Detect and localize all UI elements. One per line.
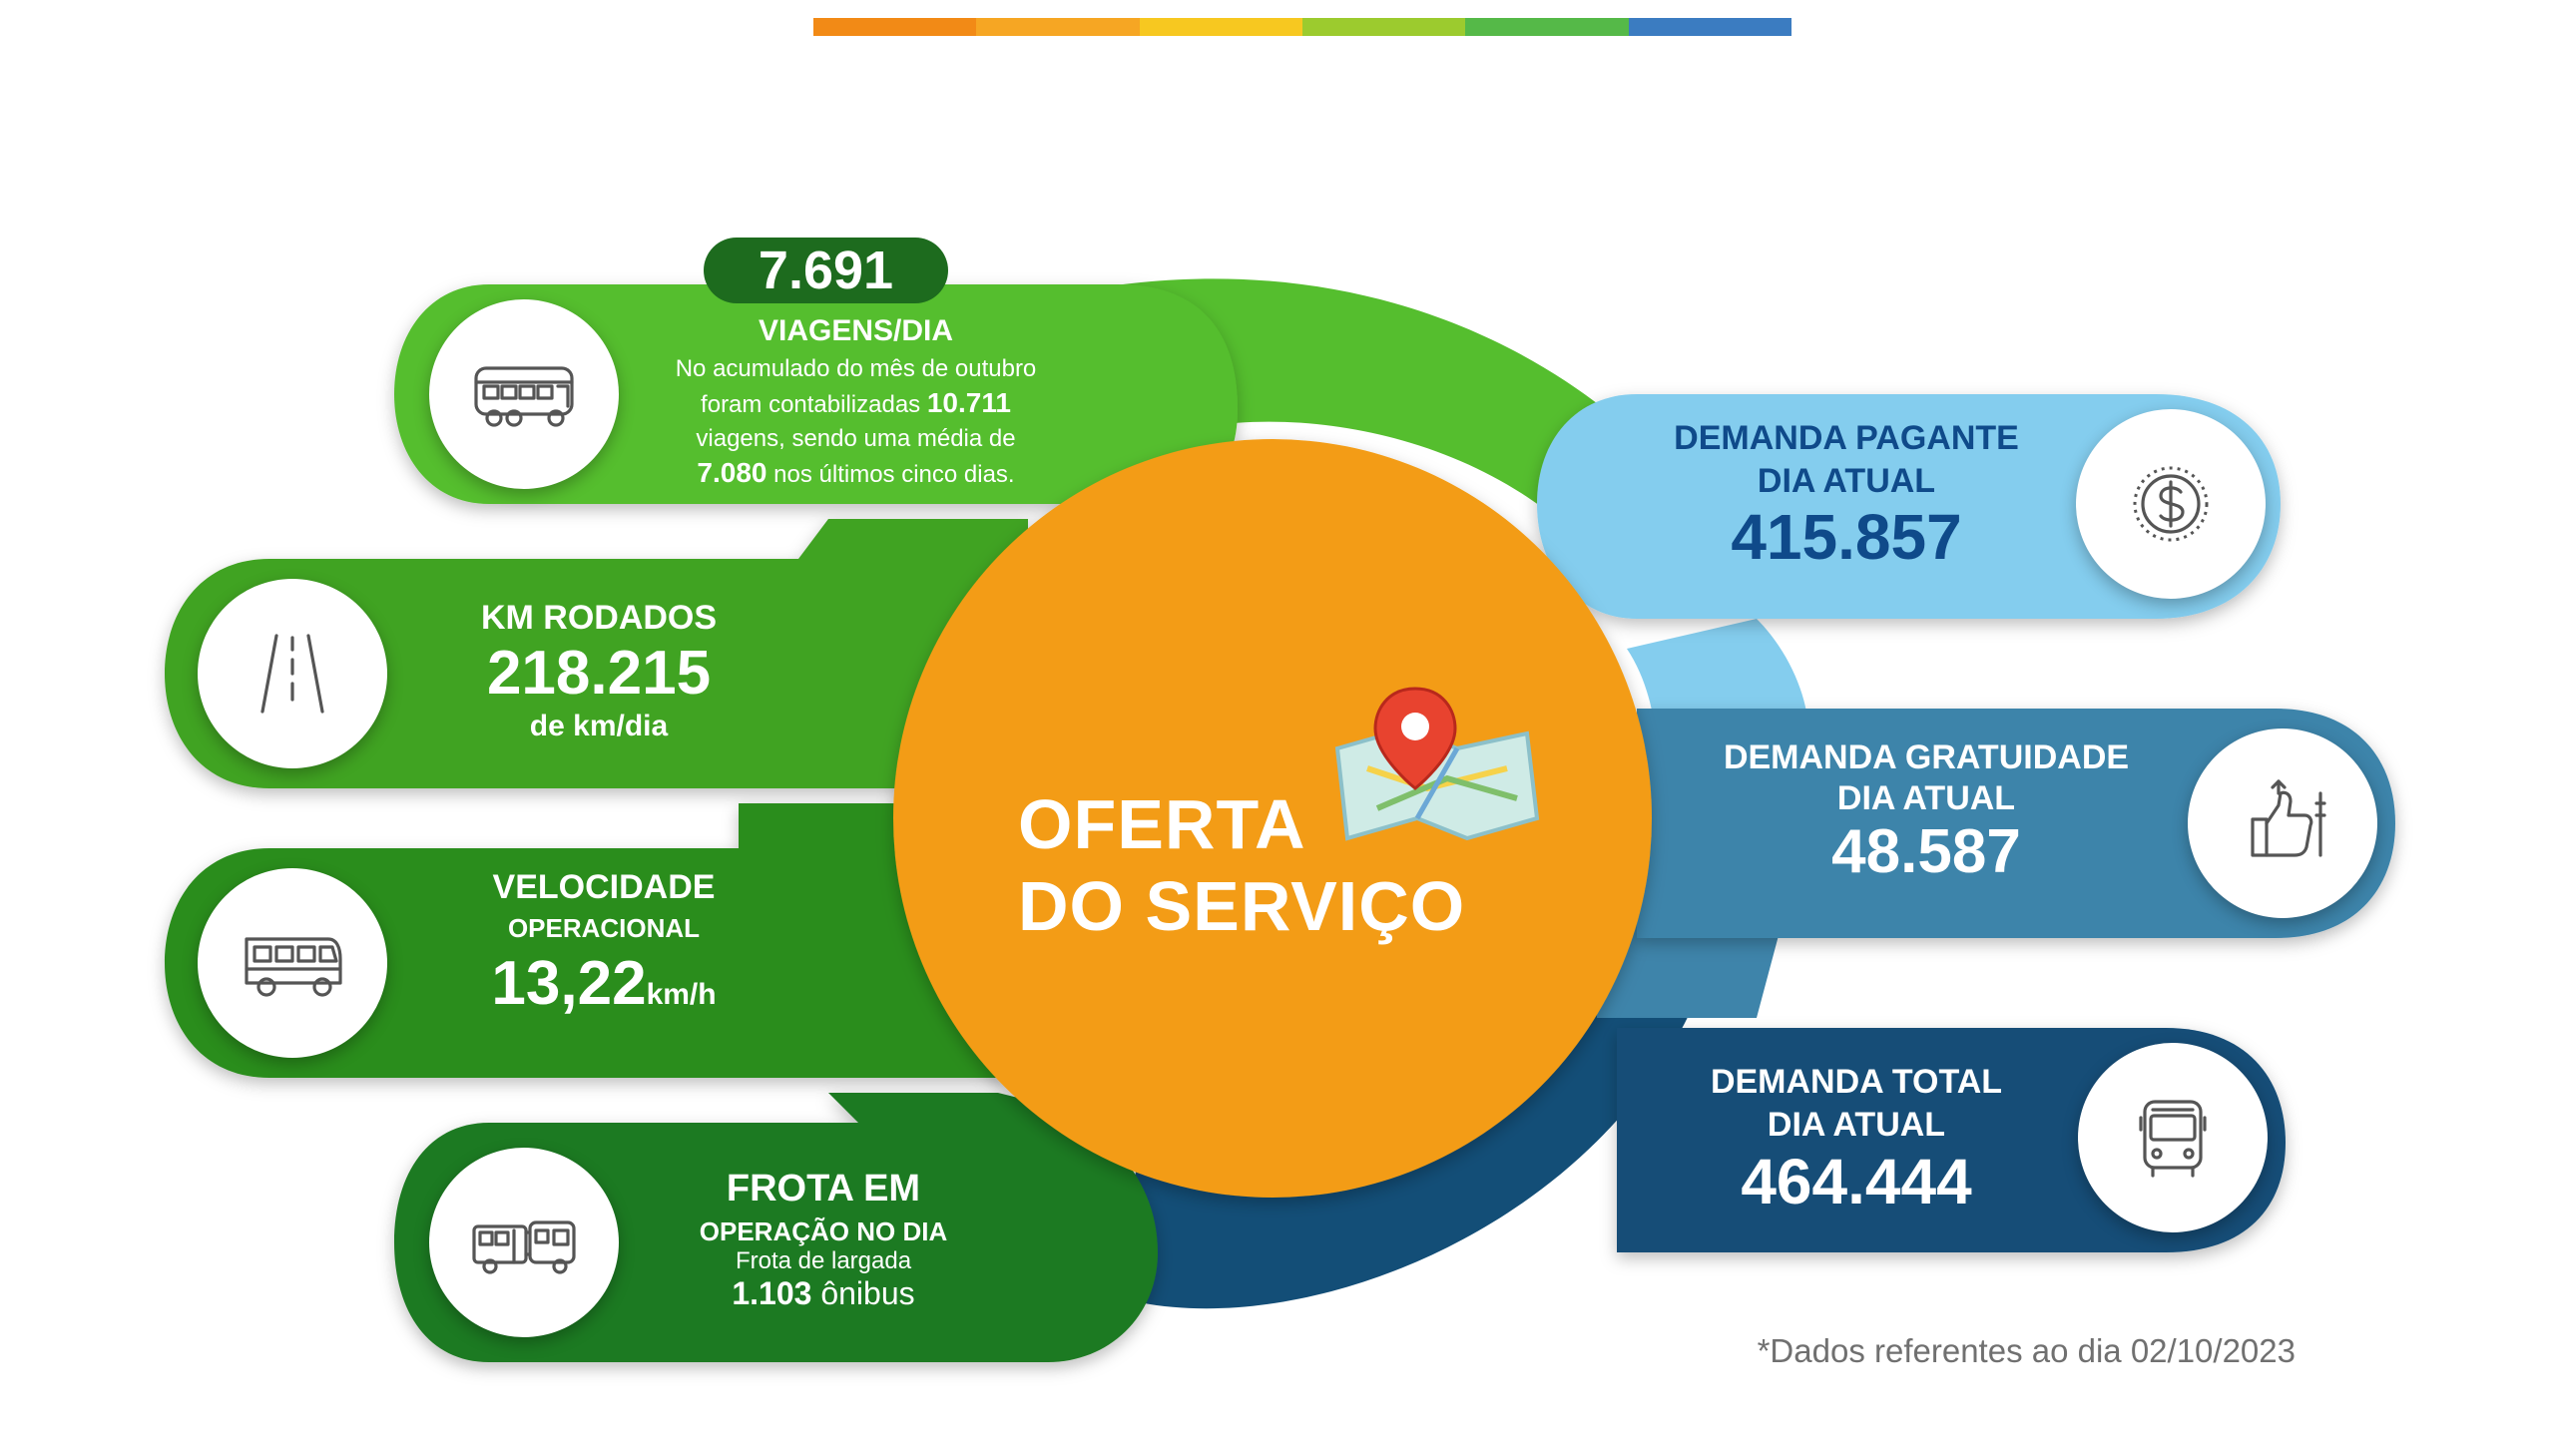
- velocidade-unit: km/h: [646, 978, 717, 1011]
- total-title2: DIA ATUAL: [1767, 1106, 1946, 1144]
- frota-title: FROTA EM: [726, 1168, 921, 1210]
- top-color-bar-segment: [1465, 18, 1629, 36]
- top-color-bar-segment: [813, 18, 977, 36]
- center-title-line1: OFERTA: [1018, 785, 1306, 863]
- gratuidade-icon-circle: [2188, 728, 2377, 918]
- gratuidade-value: 48.587: [1831, 817, 2021, 886]
- top-color-bar-segment: [976, 18, 1140, 36]
- viagens-line3: viagens, sendo uma média de: [696, 425, 1016, 452]
- velocidade-text-block: VELOCIDADE OPERACIONAL 13,22km/h: [419, 868, 788, 1019]
- frota-value-line: 1.103 ônibus: [659, 1275, 988, 1312]
- bus-front-icon: [2139, 1100, 2207, 1178]
- velocidade-subtitle: OPERACIONAL: [507, 913, 701, 943]
- bus-icon: [245, 937, 342, 997]
- total-icon-circle: [2078, 1043, 2268, 1232]
- pagante-text-block: DEMANDA PAGANTE DIA ATUAL 415.857: [1607, 419, 2086, 573]
- pill-velocidade: [165, 803, 1008, 1078]
- km-unit: de km/dia: [529, 710, 669, 742]
- viagens-line4-suffix: nos últimos cinco dias.: [766, 461, 1015, 488]
- km-value: 218.215: [486, 639, 712, 708]
- top-color-bar-segment: [1628, 18, 1791, 36]
- pagante-icon-circle: [2076, 409, 2266, 599]
- articulated-bus-icon: [472, 1220, 576, 1274]
- total-text-block: DEMANDA TOTAL DIA ATUAL 464.444: [1637, 1063, 2076, 1218]
- pill-viagens: [394, 284, 1238, 504]
- viagens-line4: 7.080 nos últimos cinco dias.: [644, 456, 1068, 492]
- gratuidade-title2: DIA ATUAL: [1836, 779, 2016, 817]
- thumbs-up-icon: [2251, 779, 2326, 857]
- total-value: 464.444: [1741, 1146, 1972, 1217]
- bus-side-icon: [474, 366, 574, 427]
- viagens-line2-bold: 10.711: [926, 387, 1011, 418]
- gratuidade-title1: DEMANDA GRATUIDADE: [1723, 738, 2130, 776]
- viagens-text-block: VIAGENS/DIA No acumulado do mês de outub…: [644, 314, 1068, 492]
- gratuidade-text-block: DEMANDA GRATUIDADE DIA ATUAL 48.587: [1677, 738, 2176, 886]
- viagens-line4-bold: 7.080: [697, 457, 767, 488]
- viagens-badge: [704, 238, 948, 303]
- viagens-line1: No acumulado do mês de outubro: [675, 355, 1037, 382]
- pagante-title1: DEMANDA PAGANTE: [1674, 419, 2019, 457]
- viagens-title: VIAGENS/DIA: [758, 314, 954, 347]
- map-pin-icon: [1334, 687, 1540, 841]
- road-icon: [260, 634, 324, 714]
- top-color-bar: [813, 18, 1791, 36]
- velocidade-value-line: 13,22km/h: [419, 948, 788, 1019]
- frota-value: 1.103: [732, 1275, 812, 1311]
- top-color-bar-segment: [1139, 18, 1302, 36]
- viagens-line2: foram contabilizadas 10.711: [644, 386, 1068, 422]
- total-title1: DEMANDA TOTAL: [1710, 1063, 2003, 1101]
- viagens-line2-prefix: foram contabilizadas: [701, 391, 927, 418]
- km-text-block: KM RODADOS 218.215 de km/dia: [419, 599, 778, 743]
- viagens-icon-circle: [429, 299, 619, 489]
- viagens-badge-value: 7.691: [758, 241, 894, 300]
- velocidade-icon-circle: [198, 868, 387, 1058]
- dollar-coin-icon: [2133, 466, 2209, 542]
- pagante-title2: DIA ATUAL: [1757, 462, 1936, 500]
- pagante-value: 415.857: [1731, 501, 1962, 573]
- center-circle: [893, 439, 1652, 1198]
- center-title: OFERTA DO SERVIÇO: [1018, 783, 1465, 947]
- frota-text-block: FROTA EM OPERAÇÃO NO DIA Frota de largad…: [659, 1168, 988, 1312]
- frota-subtitle: OPERAÇÃO NO DIA: [699, 1216, 948, 1246]
- center-title-line2: DO SERVIÇO: [1018, 867, 1466, 945]
- frota-value-suffix: ônibus: [811, 1275, 915, 1311]
- pill-km: [165, 519, 1028, 788]
- frota-icon-circle: [429, 1148, 619, 1337]
- velocidade-title: VELOCIDADE: [492, 868, 716, 906]
- top-color-bar-segment: [1301, 18, 1466, 36]
- footnote: *Dados referentes ao dia 02/10/2023: [1757, 1332, 2296, 1369]
- frota-line1: Frota de largada: [735, 1247, 912, 1274]
- velocidade-value: 13,22: [491, 949, 647, 1018]
- km-title: KM RODADOS: [480, 599, 718, 637]
- km-icon-circle: [198, 579, 387, 768]
